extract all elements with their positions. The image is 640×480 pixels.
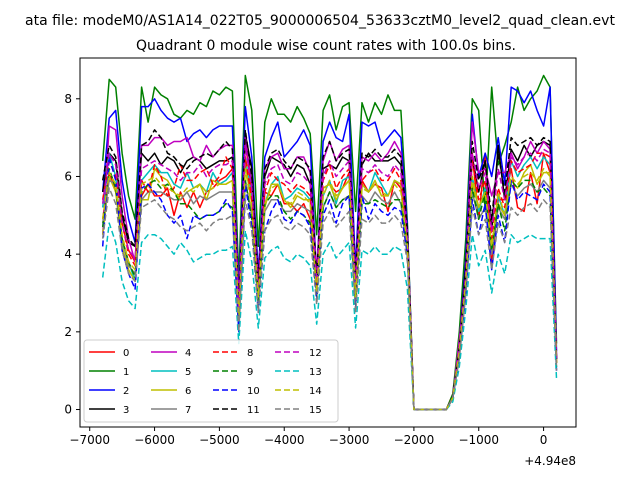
legend-label-1: 1 — [123, 367, 129, 378]
y-tick-label: 6 — [64, 169, 72, 183]
chart-title: Quadrant 0 module wise count rates with … — [136, 38, 516, 54]
legend-label-8: 8 — [247, 348, 253, 359]
legend-label-5: 5 — [185, 367, 191, 378]
series-line-10 — [101, 156, 558, 411]
y-tick-label: 0 — [64, 403, 72, 417]
y-tick-label: 8 — [64, 92, 72, 106]
x-tick-label: −6000 — [134, 433, 175, 447]
x-tick-label: −5000 — [199, 433, 240, 447]
legend-label-7: 7 — [185, 405, 191, 416]
plot-lines — [101, 74, 558, 411]
y-axis: 0 2 4 6 8 — [64, 92, 80, 417]
x-tick-label: −1000 — [458, 433, 499, 447]
series-line-12 — [101, 144, 558, 411]
legend-label-0: 0 — [123, 348, 129, 359]
y-tick-label: 2 — [64, 325, 72, 339]
legend-label-12: 12 — [309, 348, 322, 359]
x-tick-label: −3000 — [329, 433, 370, 447]
legend-label-4: 4 — [185, 348, 191, 359]
legend-label-14: 14 — [309, 386, 322, 397]
chart-suptitle: ata file: modeM0/AS1A14_022T05_900000650… — [25, 13, 615, 29]
series-line-2 — [101, 86, 558, 411]
series-line-1 — [101, 74, 558, 411]
x-tick-label: −2000 — [394, 433, 435, 447]
legend-label-15: 15 — [309, 405, 322, 416]
x-tick-label: 0 — [540, 433, 548, 447]
plot-frame — [79, 57, 577, 428]
legend-label-6: 6 — [185, 386, 191, 397]
legend-label-2: 2 — [123, 386, 129, 397]
x-tick-label: −4000 — [264, 433, 305, 447]
series-line-15 — [101, 187, 558, 411]
series-line-9 — [101, 167, 558, 411]
series-line-8 — [101, 152, 558, 411]
series-line-14 — [101, 167, 558, 411]
y-tick-label: 4 — [64, 247, 72, 261]
x-offset-label: +4.94e8 — [524, 454, 576, 468]
legend-label-3: 3 — [123, 405, 129, 416]
legend-label-11: 11 — [247, 405, 260, 416]
legend-box — [83, 339, 339, 423]
series-line-13 — [101, 222, 558, 411]
x-axis: −7000 −6000 −5000 −4000 −3000 −2000 −1000 0 — [69, 427, 547, 447]
legend-label-10: 10 — [247, 386, 260, 397]
series-line-11 — [101, 129, 558, 411]
x-tick-label: −7000 — [69, 433, 110, 447]
legend-label-13: 13 — [309, 367, 322, 378]
legend-label-9: 9 — [247, 367, 253, 378]
